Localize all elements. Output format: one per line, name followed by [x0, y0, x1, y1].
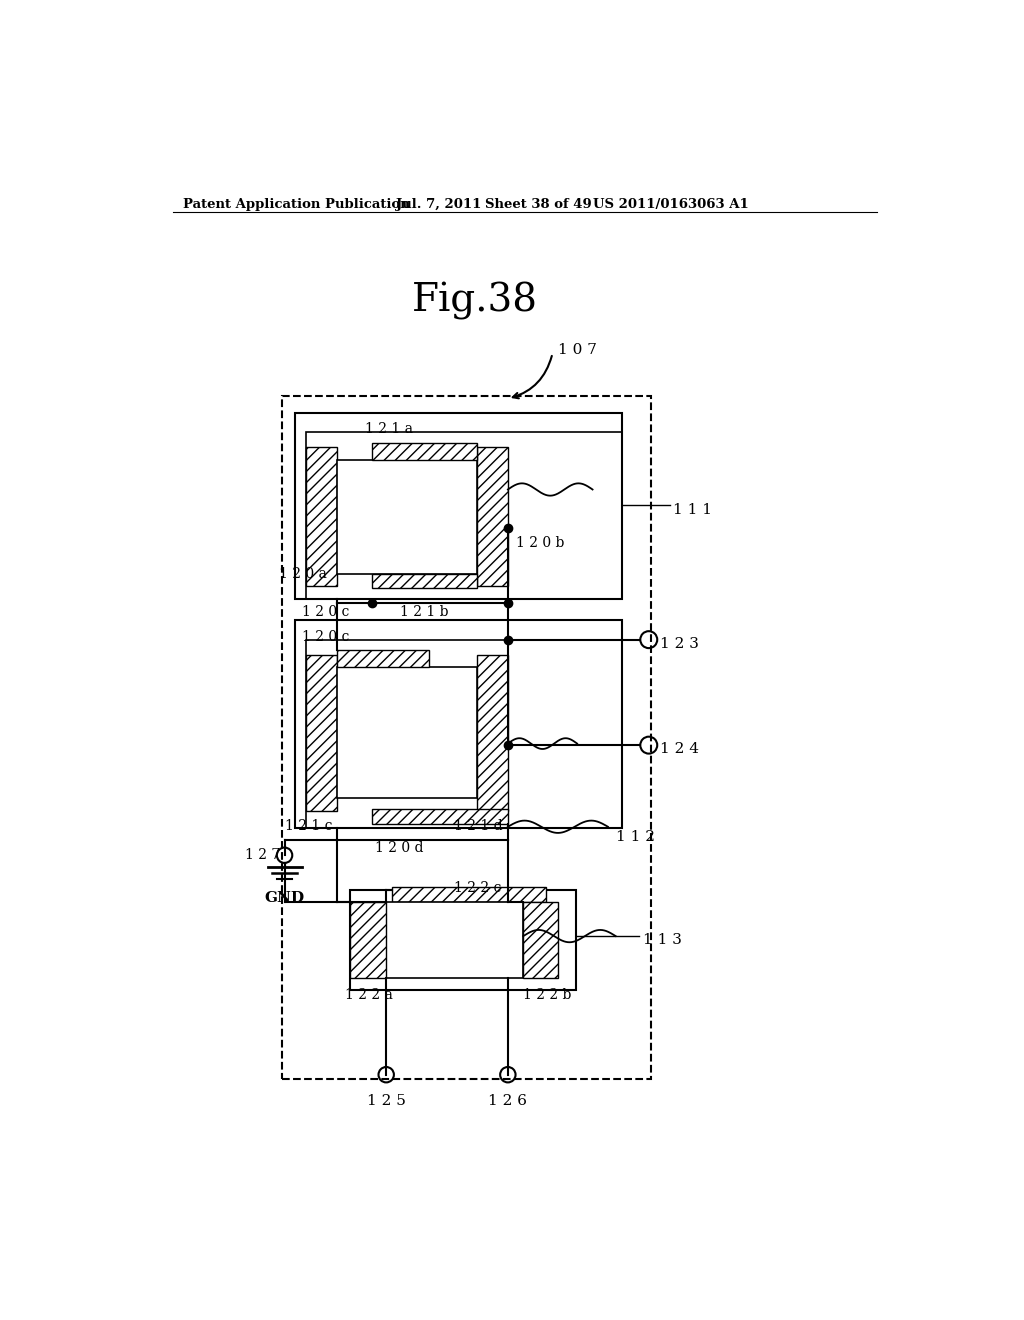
- Text: Jul. 7, 2011: Jul. 7, 2011: [396, 198, 481, 211]
- Bar: [350, 903, 386, 978]
- Bar: [283, 396, 651, 1078]
- Text: 1 0 7: 1 0 7: [558, 343, 597, 358]
- Text: 1 2 2 a: 1 2 2 a: [345, 989, 392, 1002]
- Text: 1 1 2: 1 1 2: [615, 830, 654, 843]
- Bar: [372, 574, 477, 589]
- Bar: [295, 413, 622, 599]
- Text: 1 2 1 c: 1 2 1 c: [285, 818, 332, 833]
- Bar: [350, 890, 575, 990]
- Text: 1 2 1 d: 1 2 1 d: [454, 818, 503, 833]
- Bar: [392, 887, 547, 903]
- Text: 1 2 7: 1 2 7: [245, 847, 280, 862]
- Bar: [306, 640, 622, 829]
- Text: 1 2 0 c: 1 2 0 c: [301, 605, 349, 619]
- Bar: [337, 461, 477, 574]
- Text: 1 2 0 c: 1 2 0 c: [301, 630, 349, 644]
- Bar: [337, 649, 429, 667]
- Text: Fig.38: Fig.38: [412, 281, 538, 319]
- Text: 1 2 0 a: 1 2 0 a: [280, 566, 327, 581]
- Bar: [372, 809, 508, 825]
- Bar: [337, 667, 477, 797]
- Text: 1 1 3: 1 1 3: [643, 933, 682, 946]
- Text: Patent Application Publication: Patent Application Publication: [183, 198, 410, 211]
- Text: 1 2 1 b: 1 2 1 b: [400, 605, 449, 619]
- Text: GND: GND: [264, 891, 304, 906]
- Text: 1 2 2 b: 1 2 2 b: [523, 989, 571, 1002]
- Text: 1 2 5: 1 2 5: [367, 1094, 406, 1107]
- Bar: [523, 903, 558, 978]
- Text: 1 2 4: 1 2 4: [660, 742, 699, 756]
- Text: 1 1 1: 1 1 1: [674, 503, 713, 516]
- Bar: [477, 655, 508, 812]
- Bar: [477, 447, 508, 586]
- Bar: [372, 444, 477, 461]
- Text: US 2011/0163063 A1: US 2011/0163063 A1: [593, 198, 749, 211]
- Text: 1 2 0 b: 1 2 0 b: [515, 536, 564, 549]
- Text: 1 2 3: 1 2 3: [660, 636, 699, 651]
- Bar: [306, 655, 337, 812]
- Text: 1 2 2 c: 1 2 2 c: [454, 880, 502, 895]
- Bar: [295, 620, 622, 829]
- Bar: [386, 903, 523, 978]
- Text: 1 2 6: 1 2 6: [488, 1094, 527, 1107]
- Text: 1 2 1 a: 1 2 1 a: [366, 422, 414, 436]
- Text: 1 2 0 d: 1 2 0 d: [376, 841, 424, 855]
- Bar: [306, 447, 337, 586]
- Text: Sheet 38 of 49: Sheet 38 of 49: [484, 198, 592, 211]
- Bar: [306, 432, 622, 599]
